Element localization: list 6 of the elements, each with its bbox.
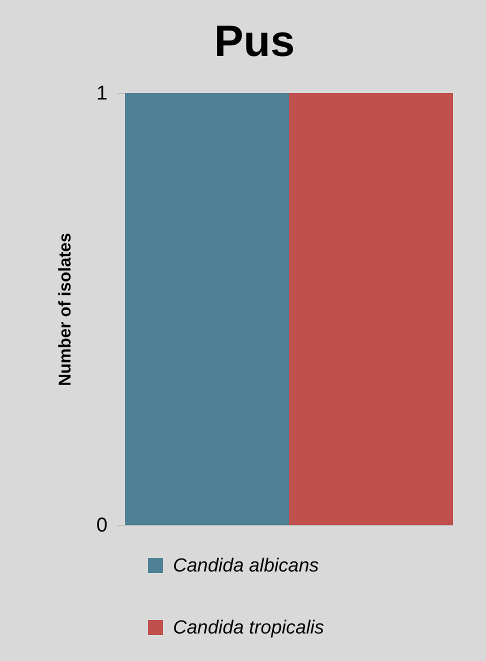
y-tick-label: 1 [96, 82, 108, 104]
legend-label: Candida albicans [173, 556, 320, 576]
y-tick-label: 0 [96, 514, 108, 536]
chart-title: Pus [214, 17, 295, 66]
legend-label: Candida tropicalis [173, 618, 325, 638]
y-axis-title: Number of isolates [55, 232, 74, 386]
